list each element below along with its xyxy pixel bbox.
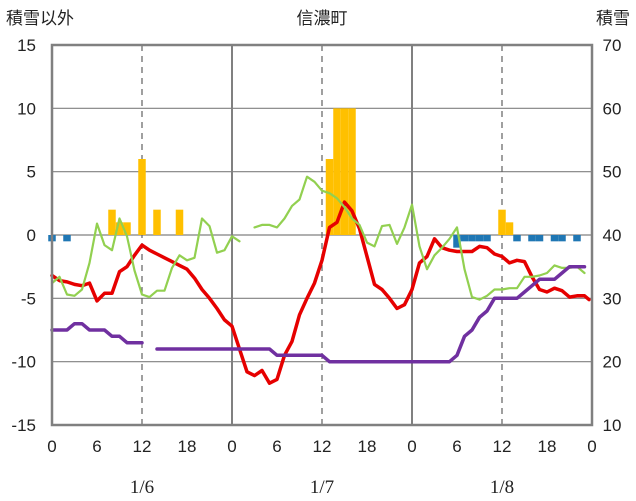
- series-line: [155, 264, 587, 364]
- right-tick-label: 40: [603, 226, 622, 245]
- bar: [558, 235, 566, 242]
- bar: [115, 222, 124, 235]
- left-tick-label: 10: [17, 99, 36, 118]
- bar: [475, 235, 484, 242]
- bar: [340, 108, 349, 235]
- right-tick-label: 70: [603, 36, 622, 55]
- x-tick-label: 12: [313, 437, 332, 456]
- bar: [460, 235, 469, 242]
- bar: [498, 209, 506, 235]
- right-tick-label: 10: [603, 416, 622, 435]
- x-tick-label: 6: [272, 437, 281, 456]
- bars: [48, 108, 581, 248]
- bar: [348, 108, 356, 235]
- x-tick-label: 12: [493, 437, 512, 456]
- right-tick-label: 60: [603, 99, 622, 118]
- left-tick-label: -10: [11, 353, 36, 372]
- plot-frame: [50, 43, 594, 427]
- right-tick-label: 20: [603, 353, 622, 372]
- x-tick-label: 0: [47, 437, 56, 456]
- series-line: [50, 217, 241, 299]
- left-tick-label: -15: [11, 416, 36, 435]
- x-tick-label: 0: [227, 437, 236, 456]
- day-label: 1/7: [310, 477, 334, 498]
- series-line: [50, 200, 591, 385]
- x-tick-label: 12: [133, 437, 152, 456]
- bar: [63, 235, 71, 242]
- x-tick-label: 18: [358, 437, 377, 456]
- series-line: [253, 175, 586, 301]
- lines: [50, 175, 591, 385]
- bar: [483, 235, 491, 242]
- x-tick-label: 0: [587, 437, 596, 456]
- right-axis-label: 積雪: [596, 9, 630, 29]
- series-line: [50, 321, 144, 345]
- x-tick-label: 6: [92, 437, 101, 456]
- x-tick-label: 18: [538, 437, 557, 456]
- bar: [550, 235, 559, 242]
- right-tick-label: 50: [603, 163, 622, 182]
- x-tick-label: 6: [452, 437, 461, 456]
- x-tick-label: 0: [407, 437, 416, 456]
- bar: [333, 108, 341, 235]
- left-tick-label: 15: [17, 36, 36, 55]
- bar: [505, 222, 514, 235]
- bar: [528, 235, 536, 242]
- bar: [108, 209, 116, 235]
- bar: [153, 209, 161, 235]
- day-label: 1/8: [490, 477, 514, 498]
- bar: [453, 235, 461, 248]
- bar: [123, 222, 131, 235]
- day-label: 1/6: [130, 477, 154, 498]
- left-axis-label: 積雪以外: [6, 9, 74, 29]
- bar: [138, 159, 146, 235]
- left-tick-label: -5: [21, 289, 36, 308]
- bar: [175, 209, 184, 235]
- bar: [513, 235, 521, 242]
- right-tick-label: 30: [603, 289, 622, 308]
- left-tick-label: 0: [27, 226, 36, 245]
- bar: [535, 235, 544, 242]
- x-tick-label: 18: [178, 437, 197, 456]
- chart-title: 信濃町: [297, 9, 348, 29]
- bar: [573, 235, 581, 242]
- left-tick-label: 5: [27, 163, 36, 182]
- bar: [468, 235, 476, 242]
- bar: [325, 159, 334, 235]
